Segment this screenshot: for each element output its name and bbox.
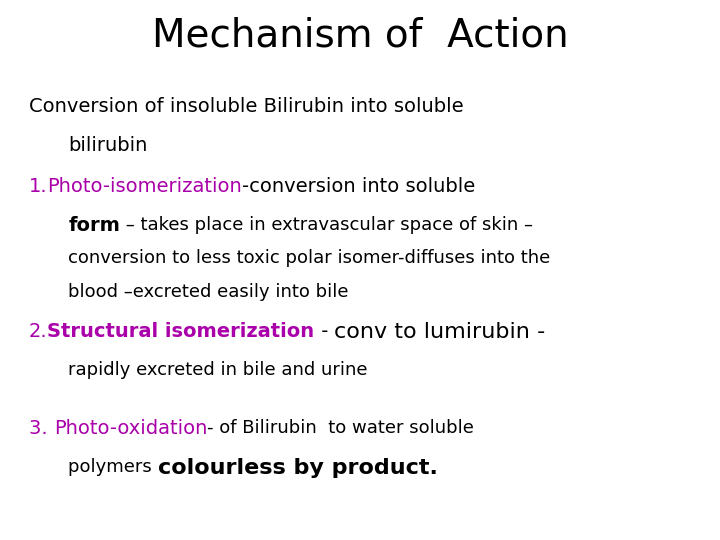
Text: rapidly excreted in bile and urine: rapidly excreted in bile and urine bbox=[68, 361, 368, 379]
Text: Conversion of insoluble Bilirubin into soluble: Conversion of insoluble Bilirubin into s… bbox=[29, 97, 464, 116]
Text: 1.: 1. bbox=[29, 177, 48, 196]
Text: conv to lumirubin: conv to lumirubin bbox=[334, 322, 530, 342]
Text: – takes place in extravascular space of skin –: – takes place in extravascular space of … bbox=[120, 216, 534, 234]
Text: 2.: 2. bbox=[29, 322, 48, 341]
Text: Photo-oxidation: Photo-oxidation bbox=[54, 419, 207, 438]
Text: form: form bbox=[68, 216, 120, 235]
Text: Structural isomerization: Structural isomerization bbox=[48, 322, 315, 341]
Text: -: - bbox=[530, 322, 545, 342]
Text: polymers: polymers bbox=[68, 458, 158, 476]
Text: 3.: 3. bbox=[29, 419, 54, 438]
Text: - of Bilirubin  to water soluble: - of Bilirubin to water soluble bbox=[207, 419, 474, 437]
Text: Mechanism of  Action: Mechanism of Action bbox=[152, 16, 568, 54]
Text: -conversion into soluble: -conversion into soluble bbox=[242, 177, 475, 196]
Text: -: - bbox=[315, 322, 334, 341]
Text: bilirubin: bilirubin bbox=[68, 136, 148, 155]
Text: Photo-isomerization: Photo-isomerization bbox=[48, 177, 242, 196]
Text: conversion to less toxic polar isomer-diffuses into the: conversion to less toxic polar isomer-di… bbox=[68, 249, 551, 267]
Text: blood –excreted easily into bile: blood –excreted easily into bile bbox=[68, 283, 349, 301]
Text: colourless by product.: colourless by product. bbox=[158, 458, 438, 478]
